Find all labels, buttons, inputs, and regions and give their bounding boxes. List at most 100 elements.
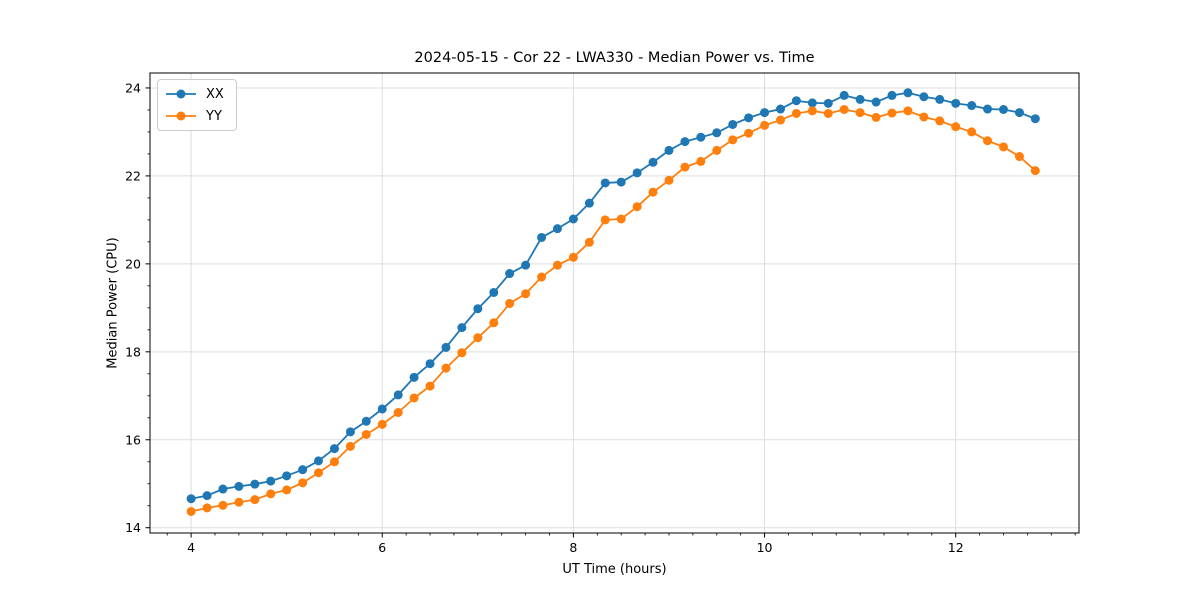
data-point	[951, 98, 961, 108]
data-point	[489, 318, 499, 328]
data-point	[568, 214, 578, 224]
x-axis-ticks: 4 6 8 10 12	[187, 533, 964, 555]
data-point	[776, 104, 786, 114]
data-point	[457, 348, 467, 358]
data-point	[345, 427, 355, 437]
data-point	[282, 485, 292, 495]
data-point	[839, 105, 849, 115]
data-point	[712, 145, 722, 155]
data-point	[807, 106, 817, 116]
data-point	[314, 468, 324, 478]
x-tick-label: 10	[757, 540, 773, 555]
x-tick-label: 6	[378, 540, 386, 555]
data-point	[760, 108, 770, 118]
data-point	[744, 128, 754, 138]
chart-title: 2024-05-15 - Cor 22 - LWA330 - Median Po…	[414, 50, 815, 66]
data-point	[552, 260, 562, 270]
data-point	[648, 157, 658, 167]
y-tick-label: 24	[125, 80, 141, 95]
data-point	[584, 198, 594, 208]
data-point	[967, 127, 977, 137]
data-point	[1014, 152, 1024, 162]
data-point	[616, 214, 626, 224]
data-point	[855, 94, 865, 104]
y-tick-label: 14	[125, 520, 141, 535]
data-point	[648, 187, 658, 197]
data-point	[521, 289, 531, 299]
data-point	[935, 116, 945, 126]
data-point	[744, 113, 754, 123]
y-tick-label: 16	[125, 432, 141, 447]
data-point	[473, 333, 483, 343]
data-point	[234, 481, 244, 491]
data-point	[680, 137, 690, 147]
data-point	[919, 92, 929, 102]
data-point	[584, 237, 594, 247]
series-yy-line	[190, 108, 1036, 513]
x-tick-label: 4	[187, 540, 195, 555]
data-point	[839, 90, 849, 100]
data-point	[298, 478, 308, 488]
data-point	[345, 441, 355, 451]
y-axis-label: Median Power (CPU)	[105, 237, 121, 369]
x-axis-label: UT Time (hours)	[562, 562, 667, 577]
data-point	[983, 104, 993, 114]
data-point	[329, 457, 339, 467]
data-point	[282, 471, 292, 481]
data-point	[505, 269, 515, 279]
data-point	[314, 456, 324, 466]
legend-item-xx: XX	[165, 85, 224, 103]
data-point	[600, 178, 610, 188]
data-point	[489, 287, 499, 297]
data-point	[823, 108, 833, 118]
data-point	[266, 489, 276, 499]
gridlines	[150, 73, 1079, 533]
data-point	[600, 215, 610, 225]
series-xx-line	[190, 91, 1036, 500]
data-point	[552, 224, 562, 234]
data-point	[568, 252, 578, 262]
data-point	[887, 108, 897, 118]
data-point	[1030, 166, 1040, 176]
y-tick-label: 18	[125, 344, 141, 359]
data-point	[329, 444, 339, 454]
legend-key-icon	[166, 89, 196, 99]
data-point	[871, 97, 881, 107]
data-point	[250, 479, 260, 489]
data-point	[298, 465, 308, 475]
data-point	[823, 98, 833, 108]
data-point	[760, 120, 770, 130]
y-axis-ticks: 14 16 18 20 22 24	[125, 80, 150, 535]
data-point	[664, 145, 674, 155]
data-point	[377, 419, 387, 429]
data-point	[632, 168, 642, 178]
data-point	[855, 108, 865, 118]
legend-item-yy: YY	[165, 107, 224, 125]
data-point	[186, 506, 196, 516]
data-point	[441, 363, 451, 373]
legend-label: YY	[206, 108, 222, 124]
data-point	[696, 156, 706, 166]
data-point	[664, 175, 674, 185]
legend-label: XX	[206, 86, 224, 102]
data-point	[186, 494, 196, 504]
data-point	[728, 135, 738, 145]
data-point	[887, 90, 897, 100]
data-point	[234, 497, 244, 507]
data-point	[998, 105, 1008, 115]
data-point	[935, 94, 945, 104]
data-point	[680, 162, 690, 172]
data-point	[409, 393, 419, 403]
data-point	[728, 119, 738, 129]
data-point	[409, 372, 419, 382]
data-point	[871, 112, 881, 122]
data-point	[393, 390, 403, 400]
data-point	[473, 304, 483, 314]
data-point	[632, 202, 642, 212]
series-xx-markers	[186, 88, 1040, 504]
data-point	[202, 503, 212, 513]
series-yy-markers	[186, 105, 1040, 516]
data-point	[537, 232, 547, 242]
